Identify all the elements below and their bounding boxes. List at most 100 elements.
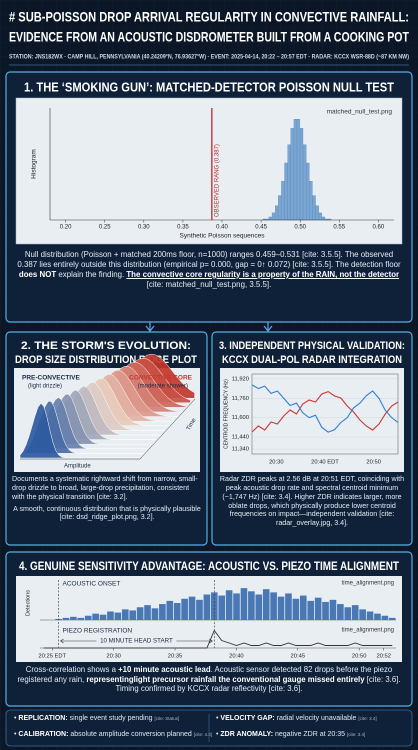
footer-cite: [cite: 3.4]: [346, 732, 366, 737]
y-tick-label: 11,340: [232, 447, 249, 453]
filename: time_alignment.png: [342, 581, 394, 587]
x-tick-label: 0.60: [373, 225, 385, 231]
title-line: EVIDENCE FROM AN ACOUSTIC DISDROMETER BU…: [9, 29, 409, 45]
paragraph: Null distribution (Poisson + matched 200…: [14, 250, 404, 290]
panel-title: 4. GENUINE SENSITIVITY ADVANTAGE: ACOUST…: [19, 559, 400, 573]
x-tick-label: 20:40 EDT: [311, 460, 339, 466]
bar: [166, 600, 174, 620]
emphasis: +10 minute acoustic lead: [118, 665, 211, 674]
x-tick-label: 20:52: [376, 654, 391, 660]
text: A smooth, continuous distribution that i…: [13, 504, 201, 522]
bar: [322, 601, 329, 620]
emphasis: The convective core regularity is a prop…: [126, 269, 400, 279]
bar: [307, 600, 315, 620]
histogram-bar: [284, 162, 288, 221]
ridge-curve: [19, 402, 140, 459]
paragraph: Radar ZDR peaks at 2.56 dB at 20:51 EDT,…: [217, 475, 407, 528]
bar: [359, 609, 366, 620]
bar: [255, 594, 263, 620]
bar: [225, 590, 233, 620]
text: . Acoustic sensor detected 82 drops befo…: [17, 665, 393, 684]
bar: [285, 593, 292, 620]
chart-area: [15, 97, 403, 245]
bar: [277, 596, 285, 620]
y-tick-label: 11,600: [232, 415, 249, 421]
series-line: [251, 384, 399, 433]
annotation: PIEZO REGISTRATION: [63, 628, 133, 635]
panel-title: 2. THE STORM'S EVOLUTION:: [21, 340, 191, 352]
annotation: 10 MINUTE HEAD START: [100, 638, 173, 645]
bar: [270, 592, 277, 620]
bar: [173, 603, 181, 620]
bar: [248, 591, 255, 620]
bar: [299, 595, 307, 620]
bar: [107, 611, 114, 620]
footer-label: ZDR ANOMALY:: [220, 731, 274, 738]
series-line: [251, 390, 399, 433]
annotation: (light drizzle): [28, 384, 62, 390]
text: [cite: matched_null_test.png, 3.5.5].: [146, 279, 272, 289]
footer-label: CALIBRATION:: [18, 731, 69, 738]
bar: [337, 604, 344, 620]
histogram-bar: [309, 181, 313, 221]
x-tick-label: 20:30: [269, 460, 284, 466]
histogram-bar: [275, 205, 279, 221]
bar: [129, 610, 137, 620]
meta-line: STATION: JNS182WX · CAMP HILL, PENNSYLVA…: [9, 55, 409, 61]
bar: [159, 604, 166, 620]
annotation: OBSERVED RANG (0.387): [214, 144, 220, 217]
histogram-bar: [293, 119, 297, 221]
x-tick-label: 0.50: [294, 225, 306, 231]
filename: matched_null_test.png: [327, 109, 393, 116]
footer-cite: [cite: 4.3]: [193, 732, 213, 737]
bar: [144, 605, 151, 620]
x-tick-label: 0.25: [99, 225, 111, 231]
bar: [374, 613, 381, 620]
histogram-bar: [296, 119, 301, 221]
bar: [203, 594, 211, 620]
bar: [99, 614, 107, 620]
bar: [292, 598, 300, 620]
annotation: CONVECTIVE CORE: [129, 375, 193, 382]
x-tick-label: 0.40: [216, 225, 228, 231]
bar: [77, 617, 85, 620]
text: Documents a systematic rightward shift f…: [12, 475, 198, 501]
y-tick-label: 11,920: [232, 376, 249, 382]
axis-label: CENTROID FREQUENCY (Hz): [223, 379, 229, 449]
x-tick-label: 20:25 EDT: [38, 654, 66, 660]
bar: [121, 609, 129, 620]
x-tick-label: 20:40: [229, 654, 244, 660]
bar: [84, 615, 92, 620]
axis-label: Histogram: [31, 149, 38, 179]
text: explain the finding.: [56, 269, 127, 279]
histogram-bar: [290, 128, 294, 221]
ridge-plot: [19, 353, 196, 460]
x-tick-label: 20:50: [352, 654, 367, 660]
footer-cite: [cite: Status]: [154, 716, 180, 721]
axis-label: Amplitude: [64, 464, 91, 470]
panel-title: 1. THE ‘SMOKING GUN’: MATCHED-DETECTOR P…: [24, 80, 394, 94]
bar: [151, 608, 159, 620]
plot-frame: [251, 373, 399, 455]
bar: [70, 616, 77, 620]
ridge-axis: [139, 398, 196, 460]
bar: [329, 599, 337, 620]
bar: [233, 593, 240, 620]
footer-item: • REPLICATION: single event study pendin…: [14, 715, 180, 722]
emphasis: representinglight precursor rainfall the…: [86, 674, 365, 684]
bar: [314, 597, 322, 620]
histogram-bar: [315, 205, 319, 221]
bar: [188, 596, 196, 620]
annotation: PRE-CONVECTIVE: [22, 375, 80, 382]
footer-text: radial velocity unavailable: [274, 715, 359, 722]
panel-title: 3. INDEPENDENT PHYSICAL VALIDATION:: [219, 340, 405, 352]
bar: [114, 612, 122, 620]
x-tick-label: 0.20: [60, 225, 72, 231]
histogram-bar: [268, 216, 272, 221]
histogram-bar: [300, 128, 304, 221]
footer-text: negative ZDR at 20:35: [273, 731, 347, 738]
text: [cite: 3.6]. Timing confirmed by KCCX ra…: [115, 674, 401, 694]
x-tick-label: 20:50: [366, 460, 381, 466]
